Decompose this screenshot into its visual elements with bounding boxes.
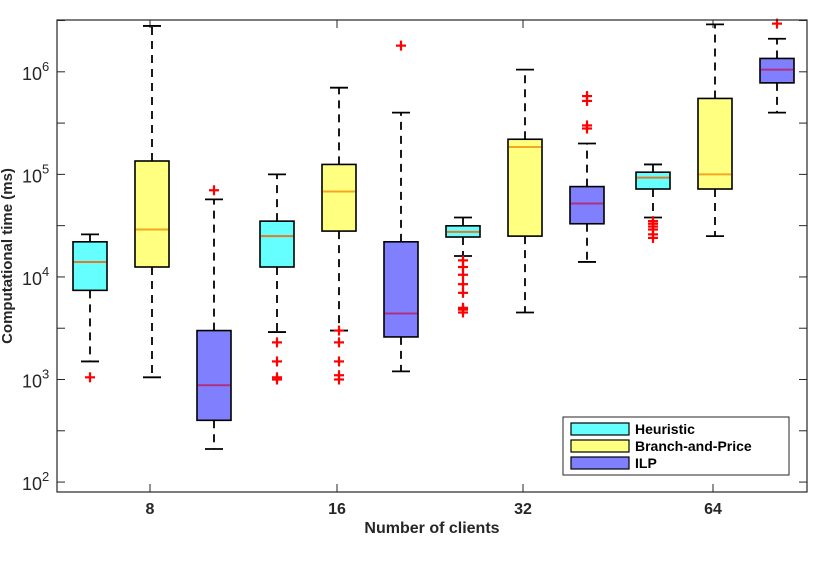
x-tick-label: 32	[514, 501, 532, 518]
y-axis-label: Computational time (ms)	[0, 168, 16, 344]
x-tick-label: 64	[704, 501, 722, 518]
iqr-box	[196, 329, 232, 422]
data-boxes	[72, 18, 795, 450]
box-heuristic-16	[259, 173, 295, 385]
outlier-marker	[334, 337, 344, 348]
outlier-marker	[582, 120, 592, 131]
iqr-box	[383, 241, 419, 338]
outlier-marker	[334, 325, 344, 336]
box-heuristic-8	[72, 233, 108, 383]
y-tick-label: 106	[22, 59, 49, 84]
axis-tick-labels: 102 103 104 105 106 8 16 32 64	[22, 59, 722, 518]
iqr-box	[259, 220, 295, 268]
x-tick-label: 16	[328, 501, 346, 518]
legend-label: Branch-and-Price	[635, 438, 752, 454]
iqr-box	[507, 138, 543, 237]
box-branch-and-price-8	[134, 25, 170, 379]
outlier-marker	[396, 40, 406, 51]
legend-swatch	[570, 456, 630, 470]
iqr-box	[635, 171, 671, 190]
box-ilp-8	[196, 185, 232, 450]
legend-label: ILP	[635, 455, 657, 471]
outlier-marker	[648, 216, 658, 227]
outlier-marker	[334, 370, 344, 381]
outlier-marker	[458, 302, 468, 313]
y-tick-label: 104	[22, 264, 49, 289]
x-axis-label: Number of clients	[364, 520, 499, 537]
outlier-marker	[458, 279, 468, 290]
legend-item-branch-and-price: Branch-and-Price	[570, 438, 752, 454]
legend-swatch	[570, 422, 630, 436]
legend-label: Heuristic	[635, 421, 695, 437]
iqr-box	[759, 57, 795, 84]
outlier-marker	[272, 337, 282, 348]
box-branch-and-price-32	[507, 68, 543, 314]
iqr-box	[569, 185, 605, 225]
legend-item-ilp: ILP	[570, 455, 657, 471]
outlier-marker	[272, 372, 282, 383]
iqr-box	[321, 163, 357, 232]
plot-frame	[56, 19, 808, 493]
outlier-marker	[458, 255, 468, 266]
legend-item-heuristic: Heuristic	[570, 421, 695, 437]
outlier-marker	[582, 91, 592, 102]
iqr-box	[134, 160, 170, 268]
x-tick-label: 8	[146, 501, 155, 518]
y-tick-label: 103	[22, 366, 49, 391]
box-ilp-16	[383, 40, 419, 373]
box-ilp-32	[569, 91, 605, 263]
outlier-marker	[209, 185, 219, 196]
outlier-marker	[334, 356, 344, 367]
iqr-box	[697, 97, 733, 190]
iqr-box	[72, 241, 108, 292]
box-heuristic-64	[635, 163, 671, 243]
y-tick-label: 102	[22, 469, 49, 494]
box-heuristic-32	[445, 216, 481, 318]
box-ilp-64	[759, 18, 795, 114]
outlier-marker	[85, 372, 95, 383]
outlier-marker	[458, 287, 468, 298]
legend-swatch	[570, 439, 630, 453]
box-branch-and-price-64	[697, 23, 733, 238]
y-tick-label: 105	[22, 161, 49, 186]
outlier-marker	[272, 356, 282, 367]
box-branch-and-price-16	[321, 86, 357, 385]
